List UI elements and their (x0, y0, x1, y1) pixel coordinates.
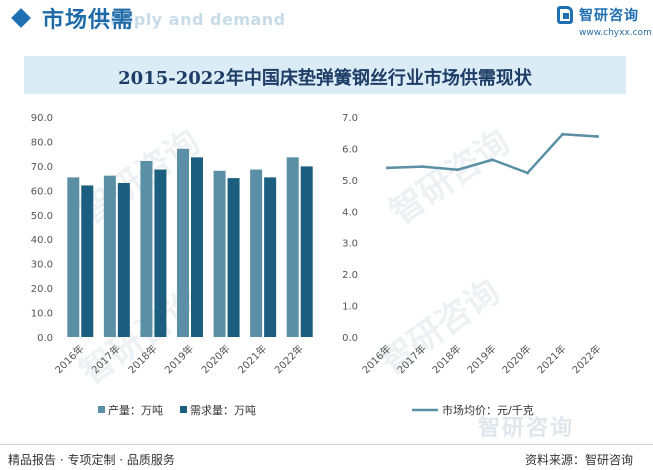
legend-label: 需求量：万吨 (190, 404, 256, 417)
y-tick-label: 7.0 (342, 113, 358, 124)
bar (117, 183, 130, 337)
x-tick-label: 2021年 (534, 342, 568, 376)
y-tick-label: 10.0 (31, 309, 53, 320)
bar (67, 177, 80, 337)
bottom-watermark-logo: 智研咨询 (478, 416, 575, 441)
bar (300, 166, 313, 337)
footer-source: 资料来源：智研咨询 (524, 453, 633, 467)
y-tick-label: 90.0 (31, 113, 53, 124)
data-point (526, 171, 529, 175)
price-line (387, 133, 598, 175)
y-tick-label: 50.0 (31, 211, 53, 222)
bar (177, 148, 189, 337)
bar (286, 157, 299, 337)
chart-title-bar: 2015-2022年中国床垫弹簧钢丝行业市场供需现状 (24, 56, 626, 94)
legend-swatch (180, 406, 187, 413)
x-tick-label: 2016年 (359, 342, 393, 376)
bar (264, 177, 277, 337)
footer-slogan: 精品报告 · 专项定制 · 品质服务 (8, 453, 175, 467)
header-title: 市场供需 (42, 8, 135, 33)
bar (140, 161, 153, 337)
x-tick-label: 2018年 (429, 342, 463, 376)
brand-name: 智研咨询 (579, 8, 639, 24)
chart-title: 2015-2022年中国床垫弹簧钢丝行业市场供需现状 (118, 68, 532, 89)
y-tick-label: 6.0 (342, 144, 358, 155)
y-tick-label: 3.0 (342, 239, 358, 250)
bar (227, 178, 240, 337)
y-tick-label: 40.0 (31, 235, 53, 246)
y-tick-label: 0.0 (37, 333, 53, 344)
bar (191, 157, 203, 337)
data-point (386, 166, 389, 170)
bar (250, 169, 263, 337)
legend-swatch (98, 406, 105, 413)
x-tick-label: 2022年 (569, 342, 603, 376)
y-tick-label: 4.0 (342, 207, 358, 218)
brand-logo-icon (557, 6, 573, 24)
x-tick-label: 2019年 (464, 342, 498, 376)
y-tick-label: 30.0 (31, 260, 53, 271)
y-tick-label: 20.0 (31, 284, 53, 295)
x-tick-label: 2017年 (394, 342, 428, 376)
bar (103, 175, 116, 337)
x-tick-label: 2020年 (499, 342, 533, 376)
data-point (596, 134, 599, 138)
y-tick-label: 2.0 (342, 270, 358, 281)
y-tick-label: 80.0 (31, 137, 53, 148)
brand-url: www.chyxx.com (579, 28, 652, 38)
legend-label: 产量：万吨 (108, 403, 163, 417)
legend-label: 市场均价：元/千克 (442, 403, 534, 417)
bar (154, 169, 167, 337)
header: Supply and demand 市场供需 智研咨询 www.chyxx.co… (0, 0, 653, 44)
footer-divider (0, 444, 653, 445)
header-subtitle: Supply and demand (98, 10, 286, 29)
data-point (456, 168, 459, 172)
data-point (421, 165, 424, 169)
brand-logo: 智研咨询 www.chyxx.com (557, 4, 652, 40)
y-tick-label: 60.0 (31, 186, 53, 197)
data-point (491, 158, 494, 162)
bar (213, 170, 226, 337)
y-tick-label: 70.0 (31, 162, 53, 173)
y-tick-label: 5.0 (342, 176, 358, 187)
data-point (561, 132, 564, 136)
y-tick-label: 0.0 (342, 333, 358, 344)
y-tick-label: 1.0 (342, 302, 358, 313)
bar (81, 185, 94, 337)
